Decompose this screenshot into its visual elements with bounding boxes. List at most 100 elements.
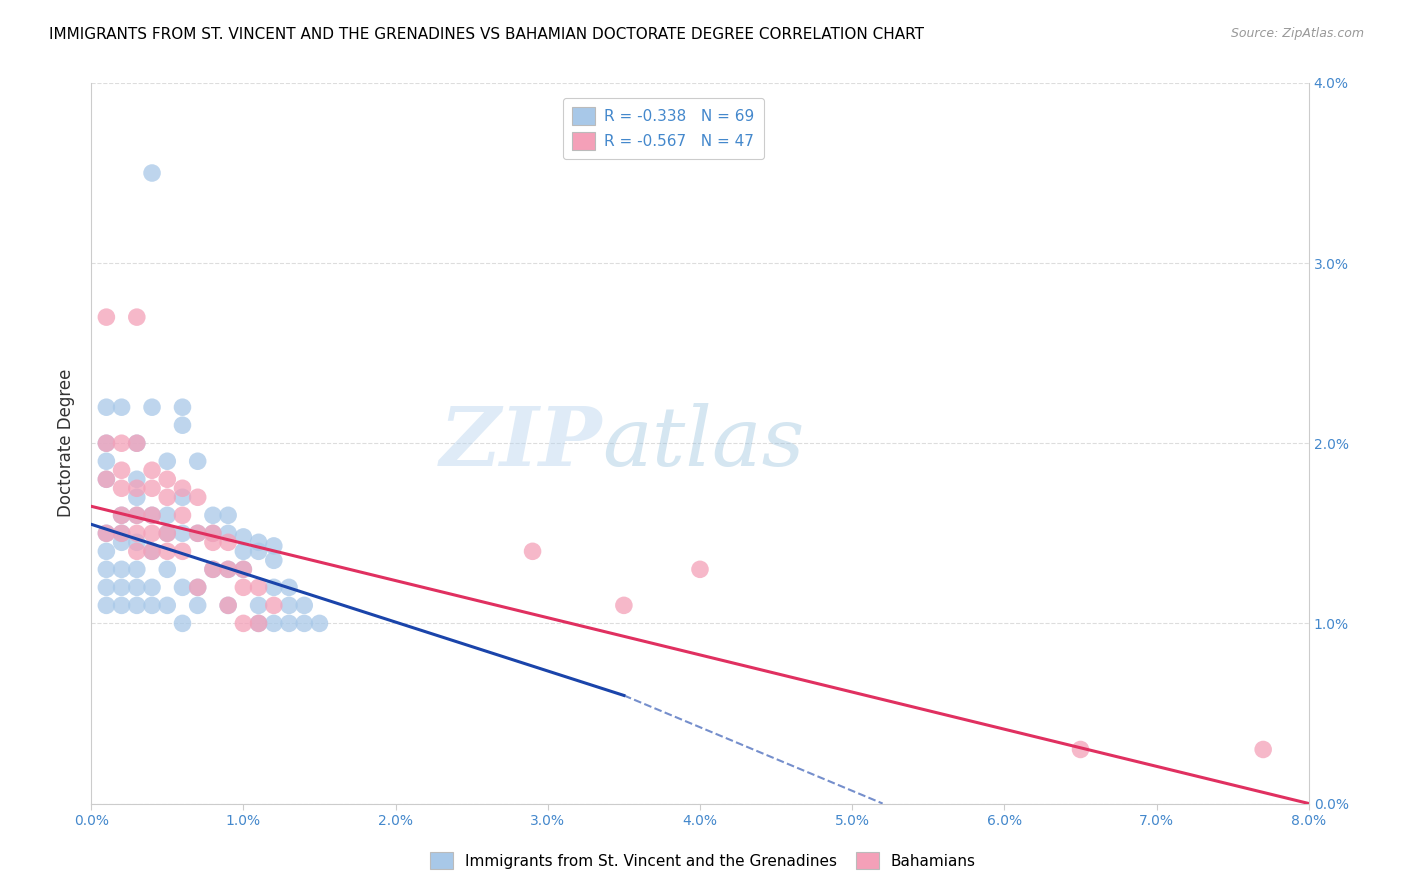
Point bbox=[278, 599, 301, 613]
Point bbox=[263, 539, 285, 553]
Point bbox=[125, 508, 148, 523]
Point bbox=[96, 562, 118, 576]
Point bbox=[172, 481, 194, 495]
Point bbox=[263, 580, 285, 594]
Point bbox=[96, 526, 118, 541]
Point bbox=[172, 508, 194, 523]
Point bbox=[247, 616, 270, 631]
Point bbox=[96, 580, 118, 594]
Point bbox=[125, 508, 148, 523]
Point bbox=[141, 508, 163, 523]
Point bbox=[232, 580, 254, 594]
Point bbox=[141, 599, 163, 613]
Point bbox=[125, 526, 148, 541]
Point bbox=[96, 472, 118, 486]
Point bbox=[232, 544, 254, 558]
Point bbox=[187, 526, 209, 541]
Point bbox=[187, 580, 209, 594]
Point bbox=[187, 580, 209, 594]
Point bbox=[292, 599, 315, 613]
Point bbox=[141, 481, 163, 495]
Point bbox=[96, 472, 118, 486]
Point bbox=[247, 580, 270, 594]
Point bbox=[110, 535, 132, 549]
Text: Source: ZipAtlas.com: Source: ZipAtlas.com bbox=[1230, 27, 1364, 40]
Point bbox=[125, 436, 148, 450]
Point bbox=[172, 616, 194, 631]
Point bbox=[187, 490, 209, 504]
Point bbox=[292, 616, 315, 631]
Point bbox=[308, 616, 330, 631]
Point bbox=[96, 436, 118, 450]
Text: IMMIGRANTS FROM ST. VINCENT AND THE GRENADINES VS BAHAMIAN DOCTORATE DEGREE CORR: IMMIGRANTS FROM ST. VINCENT AND THE GREN… bbox=[49, 27, 924, 42]
Point bbox=[110, 508, 132, 523]
Point bbox=[141, 544, 163, 558]
Point bbox=[263, 599, 285, 613]
Point bbox=[172, 526, 194, 541]
Point bbox=[96, 526, 118, 541]
Point bbox=[141, 544, 163, 558]
Point bbox=[141, 463, 163, 477]
Point bbox=[232, 616, 254, 631]
Point bbox=[110, 481, 132, 495]
Text: ZIP: ZIP bbox=[440, 403, 603, 483]
Point bbox=[689, 562, 711, 576]
Point bbox=[217, 535, 239, 549]
Point bbox=[263, 616, 285, 631]
Point bbox=[125, 535, 148, 549]
Point bbox=[247, 535, 270, 549]
Point bbox=[263, 553, 285, 567]
Point bbox=[172, 418, 194, 433]
Legend: Immigrants from St. Vincent and the Grenadines, Bahamians: Immigrants from St. Vincent and the Gren… bbox=[425, 846, 981, 875]
Point bbox=[156, 526, 179, 541]
Point bbox=[125, 436, 148, 450]
Point bbox=[172, 401, 194, 415]
Text: atlas: atlas bbox=[603, 403, 806, 483]
Point bbox=[125, 580, 148, 594]
Point bbox=[278, 580, 301, 594]
Point bbox=[96, 436, 118, 450]
Point bbox=[125, 310, 148, 325]
Point bbox=[1251, 742, 1274, 756]
Point bbox=[110, 526, 132, 541]
Point bbox=[217, 508, 239, 523]
Point bbox=[187, 454, 209, 468]
Point bbox=[201, 526, 224, 541]
Point bbox=[217, 526, 239, 541]
Point bbox=[156, 454, 179, 468]
Point bbox=[141, 526, 163, 541]
Point bbox=[156, 508, 179, 523]
Point bbox=[96, 544, 118, 558]
Point bbox=[232, 562, 254, 576]
Y-axis label: Doctorate Degree: Doctorate Degree bbox=[58, 369, 75, 517]
Point bbox=[232, 530, 254, 544]
Point bbox=[156, 599, 179, 613]
Point bbox=[125, 472, 148, 486]
Point bbox=[110, 599, 132, 613]
Point bbox=[172, 490, 194, 504]
Point bbox=[141, 580, 163, 594]
Point bbox=[201, 526, 224, 541]
Point bbox=[613, 599, 636, 613]
Point bbox=[172, 544, 194, 558]
Point bbox=[172, 580, 194, 594]
Point bbox=[96, 310, 118, 325]
Point bbox=[278, 616, 301, 631]
Point bbox=[187, 526, 209, 541]
Point bbox=[110, 463, 132, 477]
Point bbox=[247, 544, 270, 558]
Point bbox=[156, 490, 179, 504]
Point bbox=[217, 562, 239, 576]
Point bbox=[187, 599, 209, 613]
Point bbox=[201, 562, 224, 576]
Point bbox=[125, 599, 148, 613]
Point bbox=[156, 544, 179, 558]
Point bbox=[201, 535, 224, 549]
Point bbox=[110, 436, 132, 450]
Point bbox=[96, 401, 118, 415]
Point bbox=[110, 508, 132, 523]
Point bbox=[125, 481, 148, 495]
Point bbox=[125, 544, 148, 558]
Point bbox=[201, 562, 224, 576]
Point bbox=[110, 580, 132, 594]
